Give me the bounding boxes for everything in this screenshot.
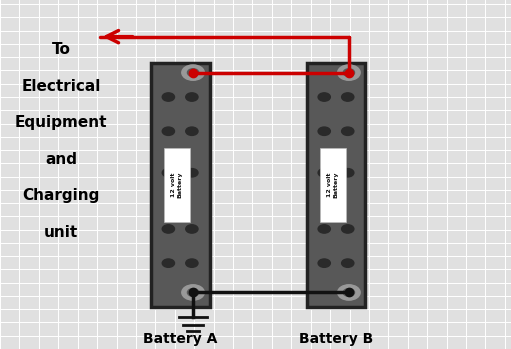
Circle shape — [318, 93, 331, 101]
Circle shape — [338, 65, 360, 80]
Circle shape — [342, 93, 354, 101]
Circle shape — [318, 225, 331, 233]
Bar — [164, 148, 190, 222]
Circle shape — [343, 289, 355, 296]
Circle shape — [182, 285, 204, 300]
Circle shape — [342, 127, 354, 135]
Bar — [307, 63, 365, 307]
Circle shape — [162, 127, 175, 135]
Bar — [151, 63, 210, 307]
Circle shape — [338, 285, 360, 300]
Circle shape — [186, 93, 198, 101]
Circle shape — [186, 127, 198, 135]
Circle shape — [186, 259, 198, 267]
Text: Charging: Charging — [22, 188, 100, 203]
Circle shape — [318, 169, 331, 177]
Circle shape — [188, 69, 199, 76]
Circle shape — [343, 69, 355, 76]
Circle shape — [186, 169, 198, 177]
Circle shape — [186, 225, 198, 233]
Text: Electrical: Electrical — [21, 79, 101, 94]
Circle shape — [342, 259, 354, 267]
Circle shape — [188, 289, 199, 296]
Text: and: and — [45, 152, 77, 167]
Text: To: To — [52, 42, 71, 57]
Text: 12 volt
Battery: 12 volt Battery — [328, 172, 338, 198]
Circle shape — [162, 225, 175, 233]
Circle shape — [162, 93, 175, 101]
Circle shape — [162, 169, 175, 177]
Circle shape — [162, 259, 175, 267]
Circle shape — [342, 225, 354, 233]
Bar — [319, 148, 346, 222]
Text: unit: unit — [44, 225, 79, 240]
Text: Battery A: Battery A — [143, 332, 217, 346]
Circle shape — [318, 259, 331, 267]
Text: Equipment: Equipment — [15, 115, 108, 130]
Text: 12 volt
Battery: 12 volt Battery — [172, 172, 182, 198]
Text: Battery B: Battery B — [299, 332, 373, 346]
Circle shape — [342, 169, 354, 177]
Circle shape — [182, 65, 204, 80]
Circle shape — [318, 127, 331, 135]
